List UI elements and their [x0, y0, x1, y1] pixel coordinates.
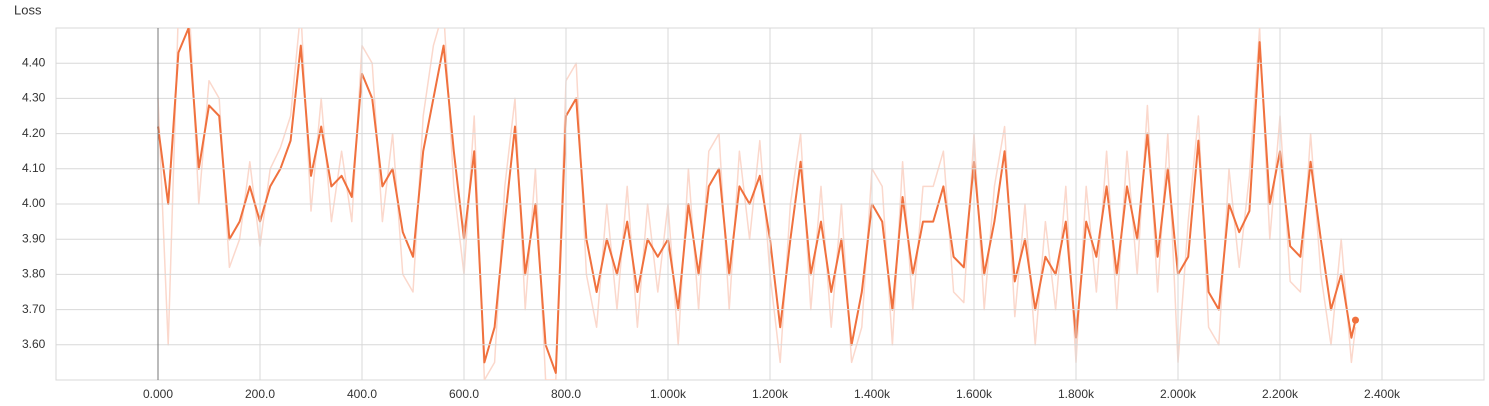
y-tick-label: 3.90 — [22, 231, 46, 245]
x-tick-label: 2.000k — [1160, 387, 1197, 401]
x-tick-label: 1.400k — [854, 387, 891, 401]
y-tick-label: 4.40 — [22, 55, 46, 69]
y-tick-label: 3.80 — [22, 267, 46, 281]
y-tick-label: 4.20 — [22, 126, 46, 140]
x-tick-label: 600.0 — [449, 387, 479, 401]
x-tick-label: 1.200k — [752, 387, 789, 401]
x-tick-label: 1.600k — [956, 387, 993, 401]
x-tick-label: 1.800k — [1058, 387, 1095, 401]
end-marker — [1351, 316, 1359, 324]
chart-title: Loss — [14, 2, 42, 17]
plot-area — [157, 28, 1359, 380]
x-tick-label: 400.0 — [347, 387, 377, 401]
x-tick-label: 1.000k — [650, 387, 687, 401]
x-tick-label: 800.0 — [551, 387, 581, 401]
x-tick-label: 200.0 — [245, 387, 275, 401]
y-tick-label: 4.10 — [22, 161, 46, 175]
y-tick-label: 4.00 — [22, 196, 46, 210]
series-line — [157, 28, 1357, 374]
series-line — [157, 28, 1357, 380]
y-tick-label: 3.70 — [22, 302, 46, 316]
x-tick-label: 2.200k — [1262, 387, 1299, 401]
y-tick-label: 4.30 — [22, 91, 46, 105]
x-tick-label: 2.400k — [1364, 387, 1401, 401]
x-tick-label: 0.000 — [143, 387, 173, 401]
y-tick-label: 3.60 — [22, 337, 46, 351]
